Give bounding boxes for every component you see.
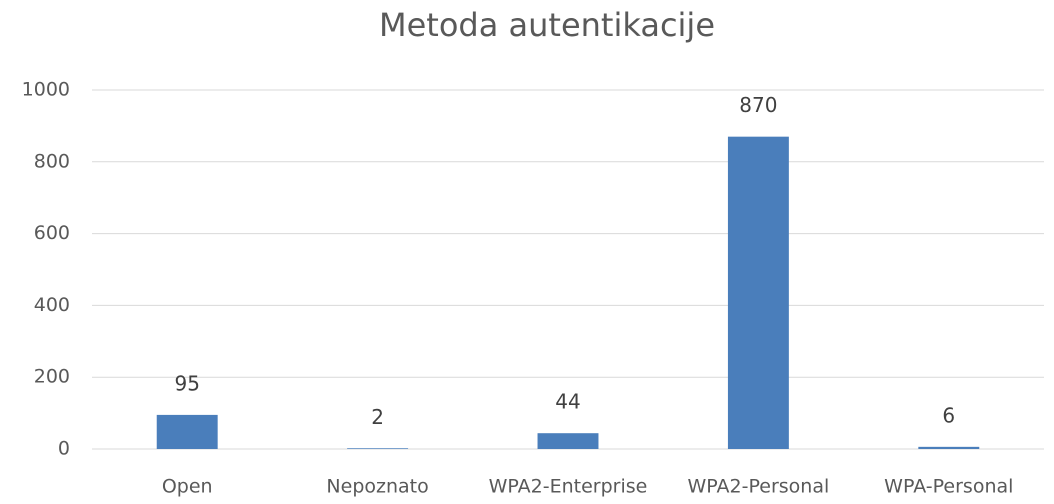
- y-tick-label: 1000: [22, 79, 70, 101]
- y-tick-label: 800: [34, 150, 70, 172]
- bar: [347, 448, 409, 449]
- y-tick-label: 400: [34, 294, 70, 316]
- x-tick-label: WPA2-Personal: [688, 476, 830, 498]
- x-tick-label: Open: [162, 476, 213, 498]
- bar: [156, 414, 218, 449]
- data-label: 870: [739, 93, 777, 117]
- data-label: 44: [555, 390, 580, 414]
- x-tick-label: WPA-Personal: [884, 476, 1013, 498]
- chart-title: Metoda autentikacije: [379, 6, 715, 44]
- bar: [727, 136, 789, 450]
- data-label: 6: [942, 403, 955, 427]
- bar: [918, 446, 980, 449]
- y-tick-label: 0: [58, 438, 70, 460]
- data-label: 2: [371, 405, 384, 429]
- bar: [537, 433, 599, 449]
- y-tick-label: 200: [34, 366, 70, 388]
- y-tick-label: 600: [34, 222, 70, 244]
- x-tick-label: WPA2-Enterprise: [489, 476, 648, 498]
- x-tick-label: Nepoznato: [326, 476, 428, 498]
- data-label: 95: [174, 371, 199, 395]
